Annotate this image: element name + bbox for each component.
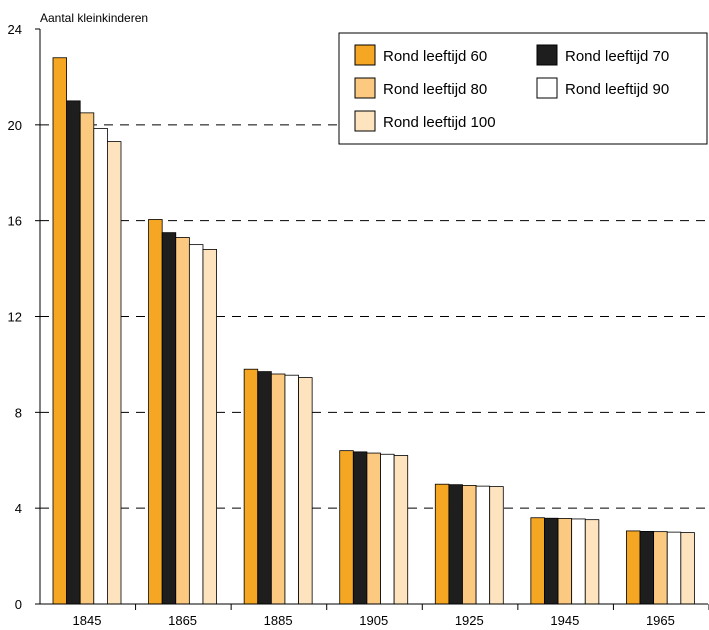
bar [298,377,313,605]
bar [175,237,190,605]
y-tick-label: 12 [8,310,22,325]
x-tick-label: 1965 [646,613,675,628]
bars [52,57,695,605]
bar [366,452,381,605]
legend-label: Rond leeftijd 70 [565,48,669,65]
bar [270,373,286,605]
bar [161,232,177,605]
gridlines [40,124,708,509]
y-tick-label: 8 [15,405,22,420]
x-ticks: 1845 1865 1885 1905 1925 1945 1965 [73,604,709,628]
bar [475,485,491,605]
bar [571,518,586,605]
bar [52,57,68,605]
legend-swatch [354,44,376,66]
y-tick-label: 4 [15,501,22,516]
bar [626,530,641,605]
legend-swatch [536,44,558,66]
x-tick-label: 1945 [550,613,579,628]
bar [530,517,545,605]
y-tick-label: 0 [15,597,22,612]
bar [257,371,272,605]
bar [666,531,682,605]
bar [653,531,668,605]
bar [557,518,573,605]
x-tick-label: 1865 [168,613,197,628]
bar [639,531,655,605]
bar [544,517,559,605]
x-tick-label: 1885 [264,613,293,628]
bar [79,112,95,605]
bar [489,486,504,605]
bar [339,450,354,605]
bar [148,219,163,605]
legend-label: Rond leeftijd 90 [565,81,669,98]
bar [584,519,600,605]
bar [352,451,368,605]
bar [202,249,217,605]
bar [284,374,299,605]
x-tick-label: 1905 [359,613,388,628]
legend: Rond leeftijd 60 Rond leeftijd 70 Rond lee… [338,32,708,145]
legend-swatch [536,77,558,99]
x-tick-label: 1925 [455,613,484,628]
y-tick-label: 24 [8,22,22,37]
y-tick-label: 20 [8,118,22,133]
bar [188,244,204,605]
legend-swatch [354,77,376,99]
bar [243,368,259,605]
legend-label: Rond leeftijd 80 [383,81,487,98]
bar [93,128,108,605]
y-axis-label: Aantal kleinkinderen [40,11,148,25]
bar [448,484,463,605]
legend-swatch [354,110,376,132]
x-tick-label: 1845 [73,613,102,628]
y-tick-label: 16 [8,214,22,229]
bar [380,453,395,605]
legend-label: Rond leeftijd 100 [383,114,496,131]
bar [66,100,81,605]
bar [393,455,409,605]
bar [107,141,122,605]
bar [680,532,695,605]
y-ticks: 0 4 8 12 16 20 24 [8,22,40,612]
legend-box [338,32,708,145]
bar [434,483,450,605]
legend-label: Rond leeftijd 60 [383,48,487,65]
bar [462,485,477,605]
